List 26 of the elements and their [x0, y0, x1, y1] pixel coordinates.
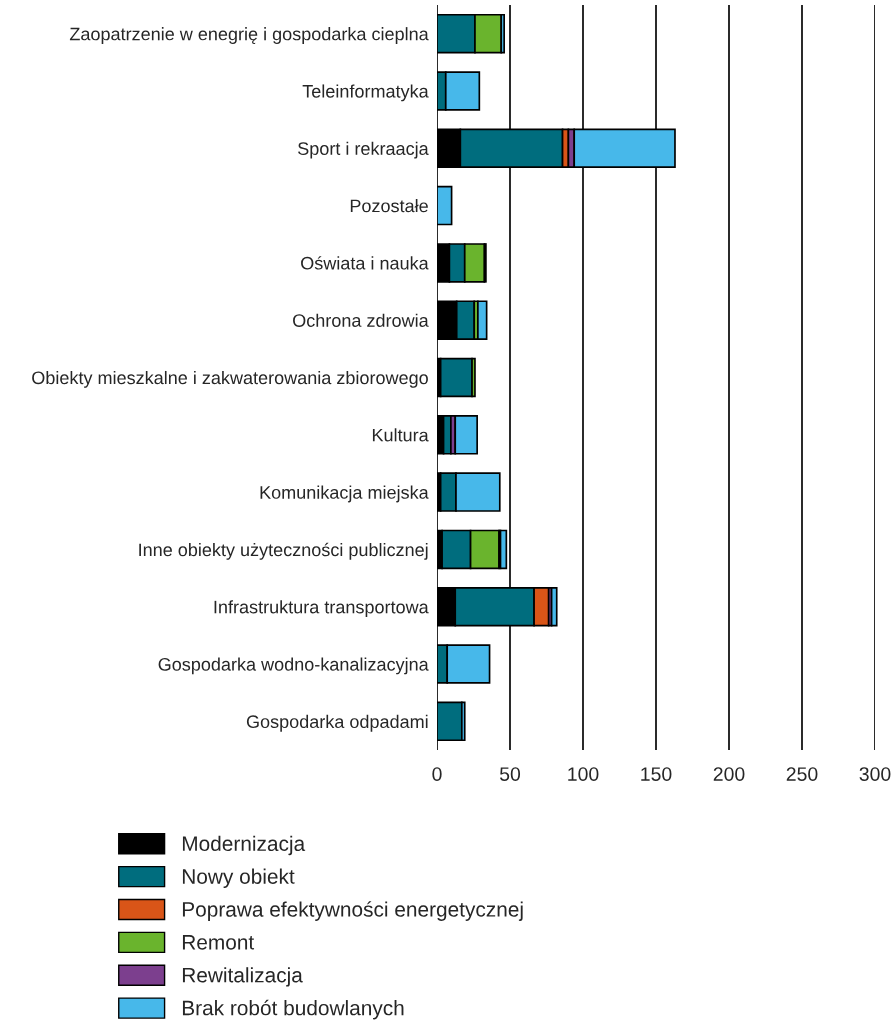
- x-tick-label: 100: [568, 767, 599, 781]
- x-tick-label: 300: [859, 767, 891, 781]
- x-tick-label: 250: [786, 767, 818, 781]
- y-tick-label: Kultura: [372, 428, 429, 442]
- y-tick-label: Infrastruktura transportowa: [214, 600, 429, 618]
- y-tick-label: Ochrona zdrowia: [293, 313, 429, 327]
- y-tick-label: Gospodarka odpadami: [246, 714, 428, 732]
- legend-label: Poprawa efektywności energetycznej: [182, 901, 523, 921]
- y-tick-label: Zaopatrzenie w enegrię i gospodarka cieplna: [69, 27, 429, 44]
- y-tick-label: Komunikacja miejska: [260, 485, 429, 503]
- y-tick-label: Inne obiekty użyteczności publicznej: [139, 542, 428, 560]
- legend-label: Rewitalizacja: [182, 967, 303, 987]
- legend-label: Remont: [182, 935, 255, 950]
- y-tick-label: Sport i rekraacja: [298, 141, 429, 159]
- y-tick-label: Obiekty mieszkalne i zakwaterowania zbiorowego: [32, 370, 428, 388]
- y-tick-label: Teleinformatyka: [302, 84, 429, 102]
- x-tick-label: 200: [713, 767, 745, 781]
- x-tick-label: 150: [641, 767, 672, 781]
- legend-label: Modernizacja: [182, 835, 306, 856]
- legend-label: Brak robót budowlanych: [182, 999, 404, 1020]
- legend-label: Nowy obiekt: [182, 868, 295, 889]
- y-tick-label: Gospodarka wodno-kanalizacyjna: [158, 657, 429, 675]
- y-tick-label: Pozostałe: [350, 199, 428, 213]
- x-tick-label: 0: [432, 767, 442, 781]
- x-tick-label: 50: [499, 767, 521, 781]
- y-tick-label: Oświata i nauka: [301, 256, 429, 270]
